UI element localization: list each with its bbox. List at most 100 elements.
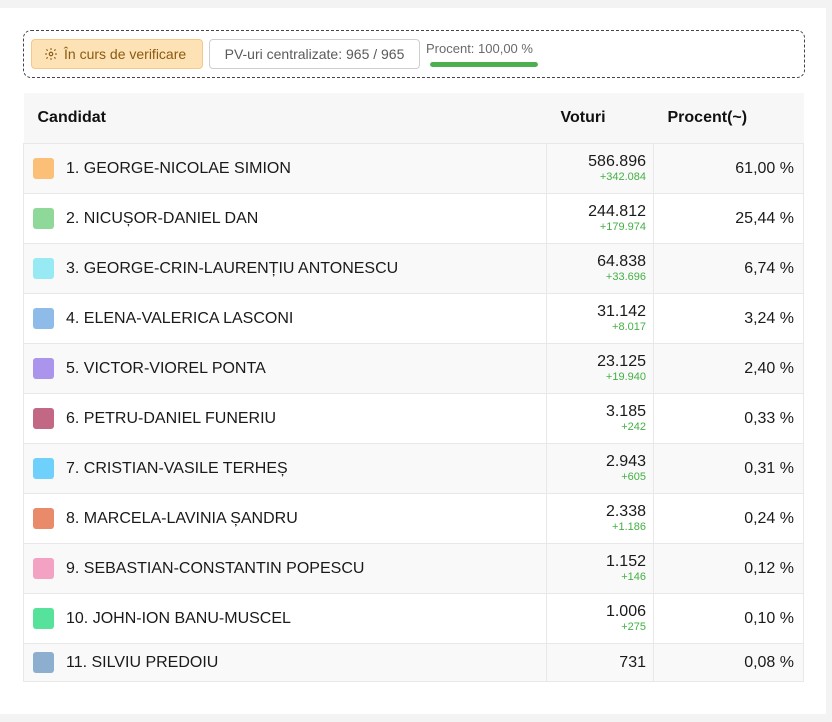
vote-delta: +146 (621, 571, 646, 583)
progress-bar-fill (430, 62, 538, 67)
status-bar: În curs de verificare PV-uri centralizat… (23, 30, 805, 78)
table-header-row: Candidat Voturi Procent(~) (23, 93, 804, 144)
candidate-color-swatch (33, 308, 54, 329)
percent-cell: 0,12 % (653, 543, 804, 594)
candidate-color-swatch (33, 508, 54, 529)
verification-status-badge[interactable]: În curs de verificare (31, 39, 203, 69)
votes-cell: 1.006 +275 (546, 593, 654, 644)
column-header-candidate[interactable]: Candidat (23, 93, 547, 144)
candidate-cell: 10. JOHN-ION BANU-MUSCEL (23, 593, 547, 644)
candidate-cell: 11. SILVIU PREDOIU (23, 643, 547, 682)
vote-count: 244.812 (588, 203, 646, 220)
votes-cell: 64.838 +33.696 (546, 243, 654, 294)
table-row[interactable]: 4. ELENA-VALERICA LASCONI 31.142 +8.017 3,2… (23, 293, 804, 344)
candidate-name: 9. SEBASTIAN-CONSTANTIN POPESCU (66, 559, 365, 577)
candidate-color-swatch (33, 652, 54, 673)
vote-count: 2.338 (605, 503, 646, 520)
candidate-cell: 8. MARCELA-LAVINIA ȘANDRU (23, 493, 547, 544)
candidate-color-swatch (33, 358, 54, 379)
vote-count: 64.838 (597, 253, 646, 270)
table-row[interactable]: 8. MARCELA-LAVINIA ȘANDRU 2.338 +1.186 0,24… (23, 493, 804, 544)
progress-bar (430, 62, 538, 67)
percent-cell: 0,33 % (653, 393, 804, 444)
candidate-cell: 5. VICTOR-VIOREL PONTA (23, 343, 547, 394)
table-row[interactable]: 6. PETRU-DANIEL FUNERIU 3.185 +242 0,33 % (23, 393, 804, 444)
candidate-color-swatch (33, 208, 54, 229)
vote-delta: +33.696 (605, 271, 646, 283)
candidate-name: 8. MARCELA-LAVINIA ȘANDRU (66, 509, 298, 527)
candidate-cell: 7. CRISTIAN-VASILE TERHEȘ (23, 443, 547, 494)
percent-processed-label: Procent: 100,00 % (426, 41, 533, 56)
votes-cell: 731 (546, 643, 654, 682)
candidate-name: 5. VICTOR-VIOREL PONTA (66, 359, 266, 377)
votes-cell: 586.896 +342.084 (546, 143, 654, 194)
percent-cell: 0,31 % (653, 443, 804, 494)
candidate-cell: 4. ELENA-VALERICA LASCONI (23, 293, 547, 344)
candidate-cell: 1. GEORGE-NICOLAE SIMION (23, 143, 547, 194)
candidate-color-swatch (33, 458, 54, 479)
vote-delta: +1.186 (612, 521, 646, 533)
table-row[interactable]: 1. GEORGE-NICOLAE SIMION 586.896 +342.084 6… (23, 143, 804, 194)
column-header-percent[interactable]: Procent(~) (653, 93, 804, 144)
candidate-name: 3. GEORGE-CRIN-LAURENȚIU ANTONESCU (66, 259, 399, 277)
vote-count: 2.943 (605, 453, 646, 470)
vote-delta: +275 (621, 621, 646, 633)
candidate-color-swatch (33, 258, 54, 279)
candidate-cell: 3. GEORGE-CRIN-LAURENȚIU ANTONESCU (23, 243, 547, 294)
column-header-votes[interactable]: Voturi (546, 93, 654, 144)
percent-cell: 0,10 % (653, 593, 804, 644)
percent-cell: 0,08 % (653, 643, 804, 682)
results-card: În curs de verificare PV-uri centralizat… (0, 8, 826, 714)
votes-cell: 1.152 +146 (546, 543, 654, 594)
candidate-cell: 6. PETRU-DANIEL FUNERIU (23, 393, 547, 444)
percent-cell: 25,44 % (653, 193, 804, 244)
vote-count: 1.152 (605, 553, 646, 570)
candidate-name: 6. PETRU-DANIEL FUNERIU (66, 409, 277, 427)
votes-cell: 244.812 +179.974 (546, 193, 654, 244)
candidate-name: 2. NICUȘOR-DANIEL DAN (66, 209, 259, 227)
vote-delta: +242 (621, 421, 646, 433)
vote-count: 23.125 (597, 353, 646, 370)
vote-delta: +342.084 (599, 171, 646, 183)
table-row[interactable]: 3. GEORGE-CRIN-LAURENȚIU ANTONESCU 64.838… (23, 243, 804, 294)
table-row[interactable]: 10. JOHN-ION BANU-MUSCEL 1.006 +275 0,10 % (23, 593, 804, 644)
candidate-color-swatch (33, 558, 54, 579)
percent-cell: 0,24 % (653, 493, 804, 544)
table-row[interactable]: 5. VICTOR-VIOREL PONTA 23.125 +19.940 2,40 … (23, 343, 804, 394)
vote-count: 586.896 (588, 153, 646, 170)
candidate-color-swatch (33, 158, 54, 179)
candidate-cell: 9. SEBASTIAN-CONSTANTIN POPESCU (23, 543, 547, 594)
candidate-name: 1. GEORGE-NICOLAE SIMION (66, 159, 291, 177)
vote-count: 1.006 (605, 603, 646, 620)
table-row[interactable]: 7. CRISTIAN-VASILE TERHEȘ 2.943 +605 0,31 % (23, 443, 804, 494)
vote-count: 3.185 (605, 403, 646, 420)
candidate-name: 7. CRISTIAN-VASILE TERHEȘ (66, 459, 288, 477)
results-table: Candidat Voturi Procent(~) 1. GEORGE-NIC… (23, 93, 804, 682)
votes-cell: 2.338 +1.186 (546, 493, 654, 544)
vote-count: 31.142 (597, 303, 646, 320)
candidate-color-swatch (33, 408, 54, 429)
votes-cell: 2.943 +605 (546, 443, 654, 494)
pv-centralized-count: PV-uri centralizate: 965 / 965 (209, 39, 420, 69)
table-row[interactable]: 9. SEBASTIAN-CONSTANTIN POPESCU 1.152 +146… (23, 543, 804, 594)
vote-delta: +19.940 (605, 371, 646, 383)
vote-delta: +8.017 (612, 321, 646, 333)
candidate-name: 11. SILVIU PREDOIU (66, 653, 219, 671)
table-row[interactable]: 11. SILVIU PREDOIU 731 0,08 % (23, 643, 804, 682)
table-row[interactable]: 2. NICUȘOR-DANIEL DAN 244.812 +179.974 25,4… (23, 193, 804, 244)
gear-icon (44, 47, 58, 61)
candidate-name: 4. ELENA-VALERICA LASCONI (66, 309, 294, 327)
candidate-cell: 2. NICUȘOR-DANIEL DAN (23, 193, 547, 244)
candidate-color-swatch (33, 608, 54, 629)
vote-count: 731 (619, 653, 646, 671)
vote-delta: +179.974 (599, 221, 646, 233)
votes-cell: 23.125 +19.940 (546, 343, 654, 394)
votes-cell: 3.185 +242 (546, 393, 654, 444)
percent-cell: 2,40 % (653, 343, 804, 394)
percent-cell: 61,00 % (653, 143, 804, 194)
verification-status-label: În curs de verificare (64, 46, 187, 62)
percent-cell: 3,24 % (653, 293, 804, 344)
percent-cell: 6,74 % (653, 243, 804, 294)
vote-delta: +605 (621, 471, 646, 483)
votes-cell: 31.142 +8.017 (546, 293, 654, 344)
